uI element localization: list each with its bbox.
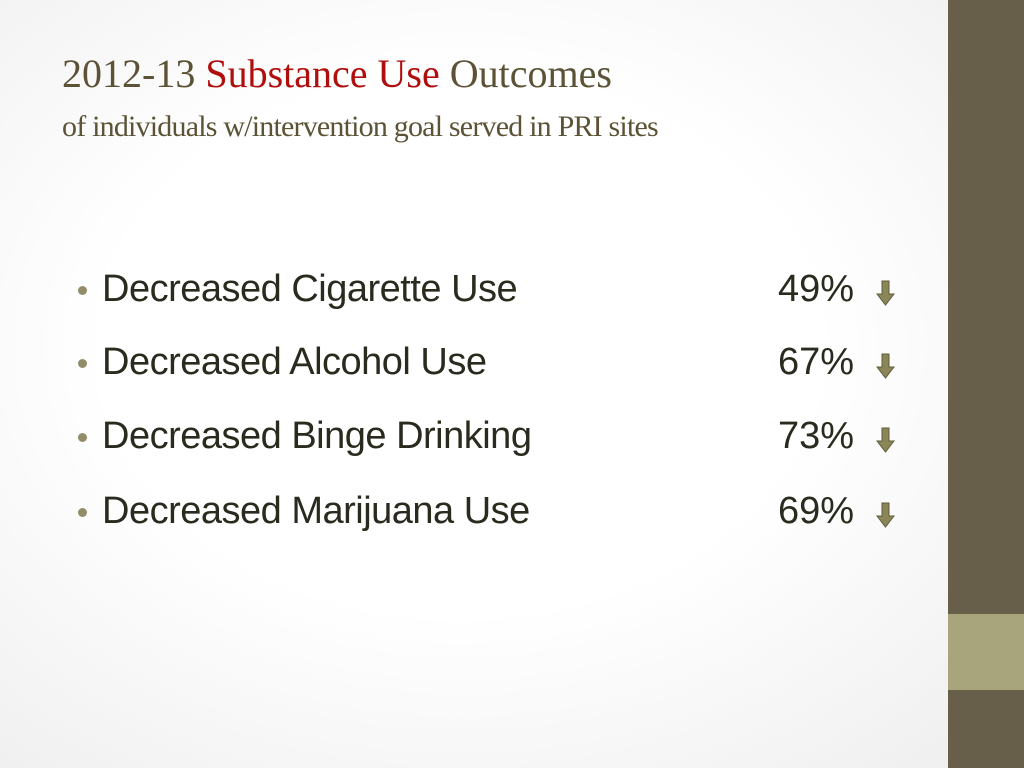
down-arrow (875, 280, 896, 311)
down-arrow (875, 502, 896, 533)
subtitle: of individuals w/intervention goal serve… (62, 110, 659, 143)
item-label: Decreased Binge Drinking (102, 415, 532, 457)
down-arrow (875, 427, 896, 458)
item-value: 69% (778, 490, 855, 532)
item-label: Decreased Cigarette Use (102, 268, 518, 310)
item-value: 49% (778, 268, 855, 310)
title: 2012-13 Substance Use Outcomes (62, 50, 612, 97)
side-accent (948, 614, 1024, 690)
down-arrow-icon (875, 502, 896, 528)
item-value: 73% (778, 415, 855, 457)
bullet-item: Decreased Cigarette Use 49% (78, 266, 918, 316)
title-rest: Outcomes (449, 51, 612, 96)
down-arrow-icon (875, 280, 896, 306)
down-arrow (875, 353, 896, 384)
bullet-item: Decreased Alcohol Use 67% (78, 339, 918, 389)
item-label: Decreased Marijuana Use (102, 490, 530, 532)
bullet-dot (78, 433, 87, 442)
down-arrow-icon (875, 427, 896, 453)
down-arrow-icon (875, 353, 896, 379)
title-year: 2012-13 (62, 51, 196, 96)
bullet-dot (78, 286, 87, 295)
title-highlight: Substance Use (205, 51, 440, 96)
bullet-dot (78, 508, 87, 517)
bullet-dot (78, 359, 87, 368)
bullet-item: Decreased Binge Drinking 73% (78, 413, 918, 463)
item-value: 67% (778, 341, 855, 383)
item-label: Decreased Alcohol Use (102, 341, 487, 383)
bullet-item: Decreased Marijuana Use 69% (78, 488, 918, 538)
